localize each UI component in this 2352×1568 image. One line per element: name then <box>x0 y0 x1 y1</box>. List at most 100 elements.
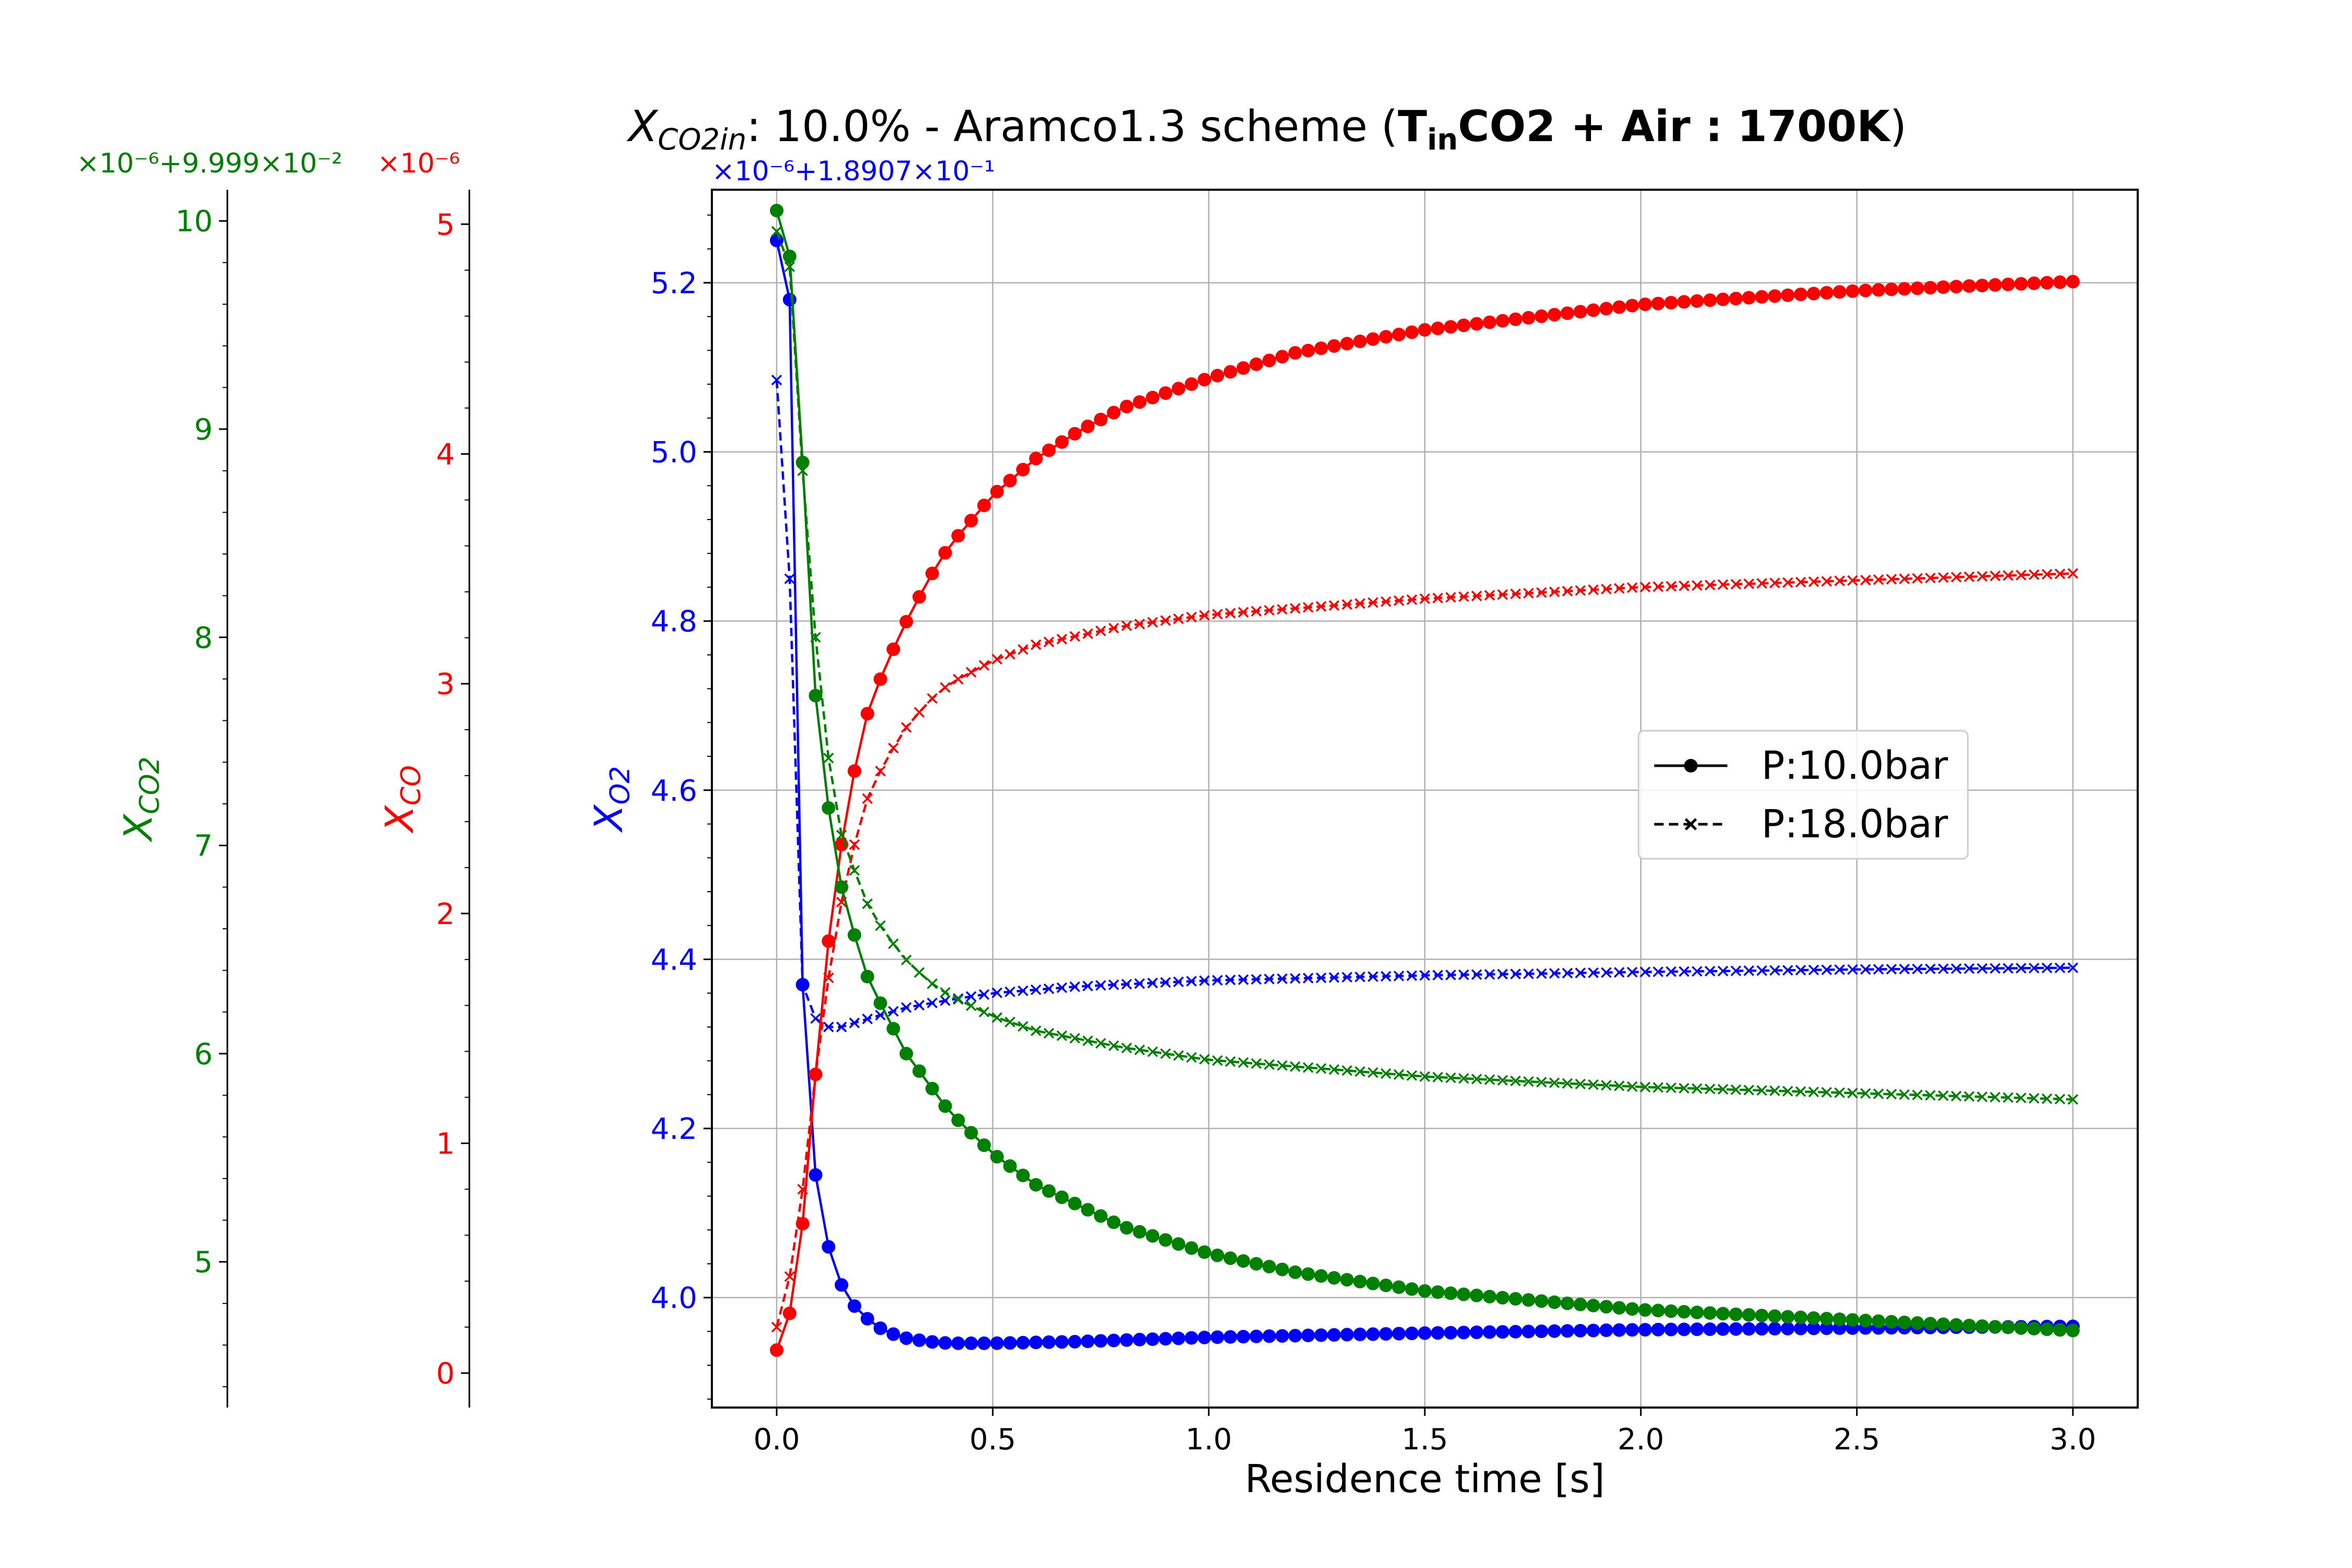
legend-box <box>1638 730 1969 860</box>
data-point <box>1962 1319 1976 1333</box>
data-point <box>1600 1080 1612 1091</box>
data-point <box>1897 1316 1911 1330</box>
data-point <box>1807 286 1820 301</box>
data-point <box>1847 964 1858 975</box>
data-point <box>1327 1328 1341 1342</box>
data-point <box>1380 1068 1391 1079</box>
data-point <box>1238 974 1249 985</box>
data-point <box>1457 318 1471 332</box>
data-point <box>1366 1276 1380 1290</box>
data-point <box>823 1021 834 1033</box>
data-point <box>951 529 965 543</box>
data-point <box>977 1138 991 1152</box>
data-point <box>1613 583 1625 594</box>
data-point <box>1742 1308 1756 1322</box>
data-point <box>1912 1089 1923 1101</box>
co2-tick-label: 7 <box>194 829 213 863</box>
data-point <box>862 793 873 804</box>
data-point <box>1288 1265 1302 1279</box>
data-point <box>836 829 847 840</box>
data-point <box>1302 1062 1314 1073</box>
data-point <box>1030 1025 1042 1036</box>
data-point <box>1560 306 1574 320</box>
o2-tick-label: 4.2 <box>651 1112 697 1146</box>
data-point <box>1989 963 2001 974</box>
data-point <box>1264 605 1275 616</box>
data-point <box>1599 1323 1613 1338</box>
data-point <box>1510 589 1521 599</box>
chart-title: XCO2in: 10.0% - Aramco1.3 scheme (TinCO2… <box>626 102 1907 157</box>
data-point <box>1924 1090 1936 1101</box>
data-point <box>1716 1307 1730 1321</box>
data-point <box>1173 1050 1184 1061</box>
data-point <box>1664 1322 1678 1336</box>
data-point <box>1327 1271 1341 1285</box>
data-point <box>938 546 952 560</box>
data-point <box>938 1099 952 1113</box>
data-point <box>1458 969 1469 981</box>
data-point <box>1251 974 1262 985</box>
data-point <box>1367 597 1379 608</box>
data-point <box>2053 275 2067 289</box>
data-point <box>1653 1082 1664 1093</box>
co2-tick-label: 10 <box>176 205 213 239</box>
data-point <box>1160 1048 1171 1059</box>
data-point <box>1495 314 1509 328</box>
data-point <box>1497 589 1508 600</box>
data-point <box>810 1013 821 1024</box>
data-point <box>862 898 873 909</box>
data-point <box>1133 1333 1147 1347</box>
data-point <box>1225 974 1236 986</box>
data-point <box>1471 1074 1482 1085</box>
data-point <box>1949 1318 1963 1332</box>
data-point <box>1730 965 1742 976</box>
data-point <box>1005 986 1016 997</box>
data-point <box>1521 1293 1536 1307</box>
data-point <box>795 455 810 469</box>
data-point <box>1392 1280 1406 1294</box>
data-point <box>1444 320 1458 334</box>
data-point <box>1236 1330 1250 1344</box>
data-point <box>1562 1078 1573 1089</box>
data-point <box>1573 305 1587 319</box>
x-axis-title: Residence time [s] <box>1245 1457 1605 1502</box>
data-point <box>1510 1075 1521 1087</box>
data-point <box>1289 1061 1301 1072</box>
data-point <box>1640 1081 1651 1093</box>
data-point <box>1069 981 1080 993</box>
data-point <box>822 934 836 948</box>
data-point <box>1316 601 1327 612</box>
data-point <box>1379 1327 1393 1341</box>
data-point <box>925 1081 939 1096</box>
data-point <box>1159 1332 1172 1346</box>
data-point <box>2028 962 2039 974</box>
co-tick-label: 0 <box>436 1357 455 1391</box>
data-point <box>1782 1086 1793 1097</box>
data-point <box>1458 1073 1469 1084</box>
data-point <box>1575 967 1586 978</box>
data-point <box>887 1006 899 1017</box>
data-point <box>1691 1083 1703 1094</box>
data-point <box>1588 967 1599 978</box>
data-point <box>1521 1324 1536 1339</box>
data-point <box>1471 969 1482 980</box>
data-point <box>1690 294 1704 308</box>
data-point <box>2002 963 2014 974</box>
data-point <box>1690 1322 1704 1336</box>
data-point <box>835 837 848 851</box>
data-point <box>1912 963 1923 975</box>
data-point <box>1794 1310 1808 1324</box>
data-point <box>1251 606 1262 617</box>
x-tick-label: 0.5 <box>970 1423 1016 1457</box>
data-point <box>2001 1320 2015 1334</box>
data-point <box>782 293 797 307</box>
data-point <box>1354 1066 1366 1077</box>
data-point <box>1121 620 1132 631</box>
data-point <box>1275 1329 1289 1343</box>
data-point <box>1108 622 1120 634</box>
data-point <box>849 1017 860 1029</box>
data-point <box>1134 1044 1145 1055</box>
data-point <box>1380 971 1391 982</box>
data-point <box>1808 964 1819 976</box>
data-point <box>1327 339 1341 353</box>
